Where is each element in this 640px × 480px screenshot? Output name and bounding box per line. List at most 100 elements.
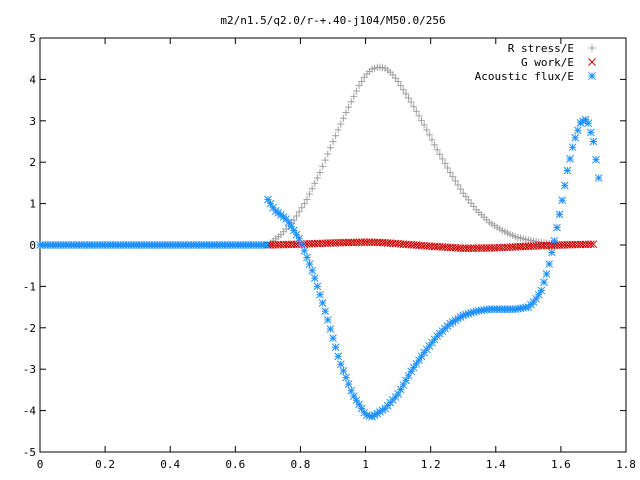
y-tick-label: -4 [23, 405, 37, 418]
data-point [308, 185, 316, 193]
x-tick-label: 0.8 [291, 458, 311, 471]
data-point [300, 246, 309, 255]
data-point [412, 359, 421, 368]
data-point [449, 173, 457, 181]
series-layer [36, 63, 603, 421]
data-point [313, 174, 321, 182]
data-point [326, 144, 334, 152]
data-point [293, 212, 301, 220]
data-point [370, 411, 379, 420]
legend-marker [588, 58, 596, 66]
data-point [550, 237, 559, 245]
data-point [358, 77, 366, 85]
data-point [423, 126, 431, 134]
data-point [342, 373, 350, 382]
data-point [295, 208, 303, 216]
data-point [441, 159, 449, 167]
data-point [553, 223, 561, 232]
data-point [454, 181, 462, 189]
x-tick-label: 1.6 [551, 458, 571, 471]
data-point [571, 133, 580, 142]
y-tick-label: 0 [29, 239, 36, 252]
data-point [407, 98, 415, 106]
series-plus [264, 63, 558, 249]
data-point [347, 98, 355, 106]
data-point [352, 87, 360, 95]
data-point [264, 195, 272, 204]
data-point [342, 109, 350, 117]
legend-label: Acoustic flux/E [475, 70, 574, 83]
data-point [308, 266, 317, 275]
data-point [305, 260, 314, 268]
data-point [303, 195, 311, 203]
data-point [298, 204, 306, 212]
chart-title: m2/n1.5/q2.0/r-+.40-j104/M50.0/256 [220, 14, 445, 27]
legend-label: G work/E [521, 56, 574, 69]
y-tick-label: 3 [29, 115, 36, 128]
data-point [592, 155, 600, 164]
data-point [394, 77, 402, 85]
data-point [573, 126, 582, 135]
data-point [397, 82, 405, 90]
data-point [540, 278, 548, 287]
data-point [584, 119, 593, 128]
data-point [300, 200, 308, 208]
data-point [290, 216, 298, 224]
data-point [431, 141, 439, 149]
data-point [451, 177, 459, 185]
data-point [436, 150, 444, 158]
data-point [425, 131, 433, 139]
data-point [350, 92, 358, 100]
data-point [428, 136, 436, 144]
y-tick-label: 2 [29, 156, 36, 169]
data-point [438, 155, 446, 163]
legend-label: R stress/E [508, 42, 574, 55]
data-point [319, 162, 327, 170]
y-tick-label: 1 [29, 198, 36, 211]
data-point [262, 241, 271, 249]
data-point [589, 137, 598, 146]
data-point [355, 82, 363, 90]
data-point [457, 185, 465, 193]
data-point [344, 380, 353, 388]
y-tick-label: 5 [29, 32, 36, 45]
data-point [323, 316, 332, 324]
data-point [336, 360, 345, 369]
data-point [345, 103, 353, 111]
data-point [334, 126, 342, 134]
data-point [560, 181, 569, 190]
data-point [542, 270, 551, 278]
data-point [444, 164, 452, 172]
data-point [321, 307, 330, 316]
data-point [334, 352, 343, 361]
data-point [313, 282, 322, 291]
data-point [589, 240, 598, 249]
data-point [303, 253, 311, 262]
x-tick-label: 0.4 [160, 458, 180, 471]
data-point [566, 155, 574, 163]
data-point [418, 116, 426, 124]
data-point [420, 121, 428, 129]
data-point [287, 222, 296, 231]
x-tick-label: 1.4 [486, 458, 506, 471]
data-point [415, 112, 423, 120]
data-point [326, 325, 335, 333]
x-tick-label: 0 [37, 458, 44, 471]
data-point [586, 128, 595, 137]
data-point [412, 107, 420, 115]
data-point [329, 334, 337, 343]
data-point [555, 210, 564, 219]
y-tick-label: -5 [23, 446, 36, 459]
y-tick-label: -1 [23, 280, 36, 293]
data-point [446, 169, 454, 177]
data-point [310, 274, 319, 282]
data-point [306, 190, 314, 198]
x-tick-label: 1.2 [421, 458, 441, 471]
series-star [36, 115, 603, 421]
data-point [568, 143, 577, 152]
data-point [537, 286, 546, 295]
data-point [339, 114, 347, 122]
x-tick-label: 0.2 [95, 458, 115, 471]
data-point [321, 156, 329, 164]
